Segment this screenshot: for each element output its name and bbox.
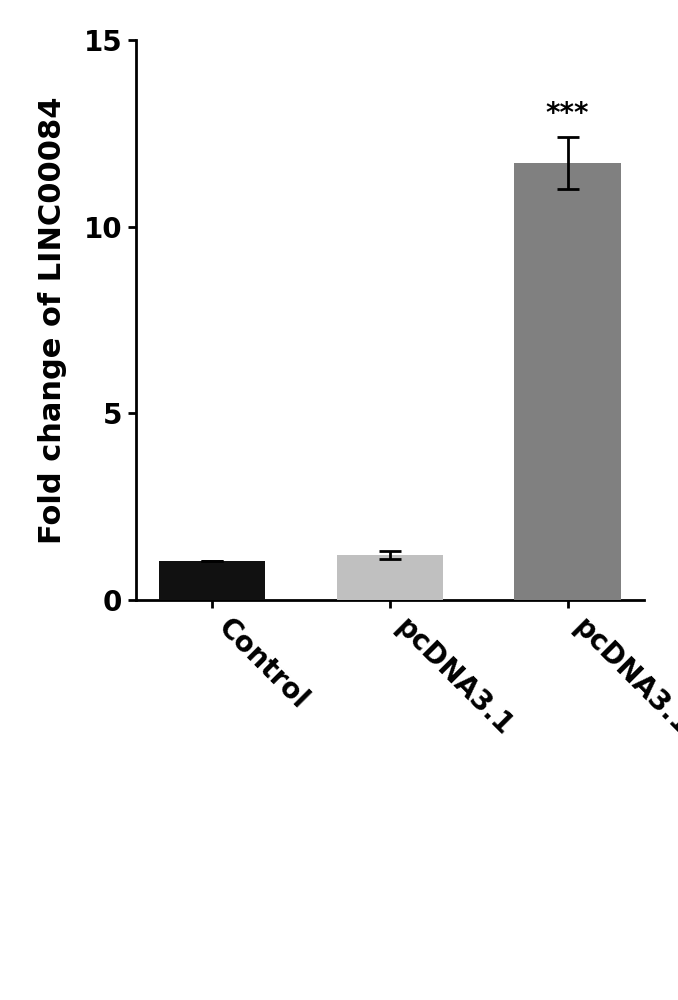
Y-axis label: Fold change of LINC00084: Fold change of LINC00084 bbox=[38, 96, 67, 544]
Text: ***: *** bbox=[546, 100, 589, 128]
Bar bbox=[515, 163, 621, 600]
Bar bbox=[336, 555, 443, 600]
Bar bbox=[159, 561, 265, 600]
